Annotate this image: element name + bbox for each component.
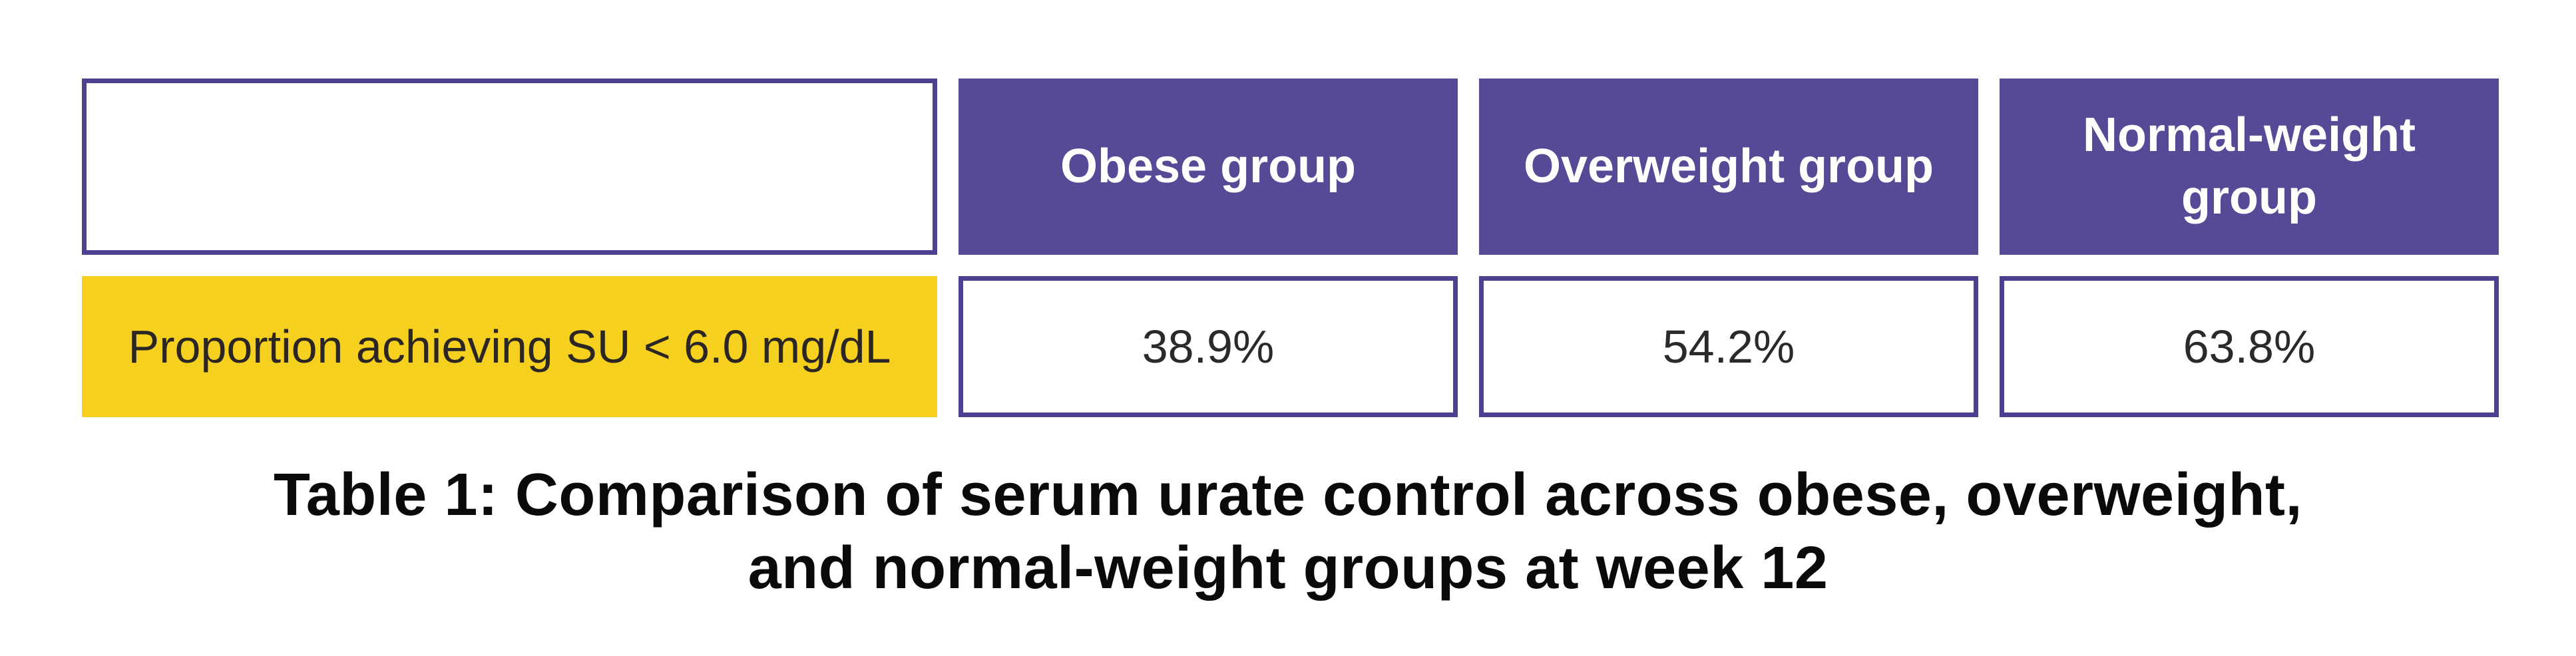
table-corner-cell — [82, 79, 937, 255]
comparison-table: Obese group Overweight group Normal-weig… — [82, 79, 2499, 417]
table-value-overweight-group: 54.2% — [1479, 276, 1978, 417]
caption-line-1: Table 1: Comparison of serum urate contr… — [273, 462, 2303, 528]
table-caption: Table 1: Comparison of serum urate contr… — [0, 459, 2576, 605]
table-header-obese-group: Obese group — [959, 79, 1458, 255]
caption-line-2: and normal-weight groups at week 12 — [748, 534, 1828, 601]
table-row-label-su-proportion: Proportion achieving SU < 6.0 mg/dL — [82, 276, 937, 417]
table-header-normal-weight-group: Normal-weight group — [2000, 79, 2499, 255]
table-value-obese-group: 38.9% — [959, 276, 1458, 417]
table-value-normal-weight-group: 63.8% — [2000, 276, 2499, 417]
table-header-overweight-group: Overweight group — [1479, 79, 1978, 255]
